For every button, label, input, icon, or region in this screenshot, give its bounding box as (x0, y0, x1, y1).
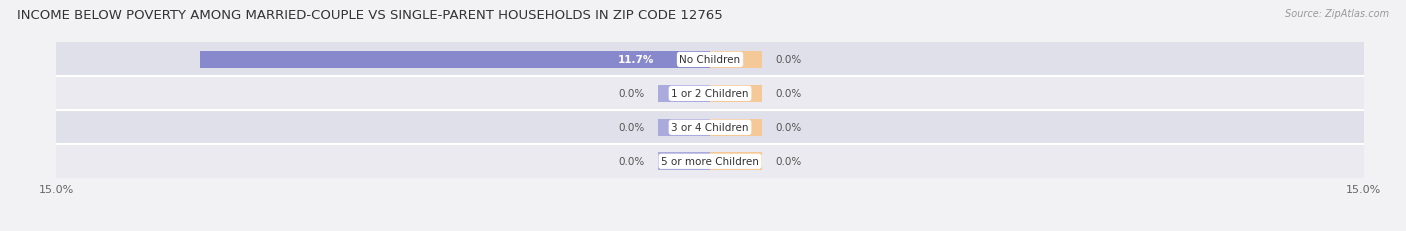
Bar (56, 77, 1364, 111)
Text: 0.0%: 0.0% (776, 89, 801, 99)
Bar (710, 85, 762, 103)
Text: 3 or 4 Children: 3 or 4 Children (671, 123, 749, 133)
Bar (658, 119, 710, 137)
Bar (710, 153, 762, 170)
Text: INCOME BELOW POVERTY AMONG MARRIED-COUPLE VS SINGLE-PARENT HOUSEHOLDS IN ZIP COD: INCOME BELOW POVERTY AMONG MARRIED-COUPL… (17, 9, 723, 22)
Bar (56, 111, 1364, 145)
Text: 1 or 2 Children: 1 or 2 Children (671, 89, 749, 99)
Text: 0.0%: 0.0% (619, 89, 644, 99)
Text: 0.0%: 0.0% (619, 123, 644, 133)
Text: 0.0%: 0.0% (776, 55, 801, 65)
Bar (658, 153, 710, 170)
Text: Source: ZipAtlas.com: Source: ZipAtlas.com (1285, 9, 1389, 19)
Bar (658, 85, 710, 103)
Text: 0.0%: 0.0% (776, 123, 801, 133)
Bar (56, 43, 1364, 77)
Text: 11.7%: 11.7% (619, 55, 655, 65)
Bar (710, 119, 762, 137)
Bar (200, 51, 710, 69)
Bar (56, 145, 1364, 179)
Text: 0.0%: 0.0% (619, 157, 644, 167)
Bar (710, 51, 762, 69)
Text: 0.0%: 0.0% (776, 157, 801, 167)
Text: No Children: No Children (679, 55, 741, 65)
Text: 5 or more Children: 5 or more Children (661, 157, 759, 167)
